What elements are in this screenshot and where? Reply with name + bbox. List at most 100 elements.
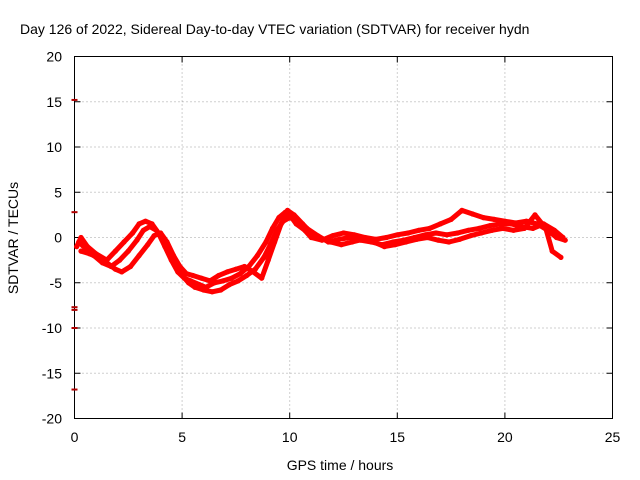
y-tick-label: 15 bbox=[46, 94, 62, 110]
data-point bbox=[229, 275, 235, 281]
data-point bbox=[127, 263, 134, 270]
y-tick-label: -10 bbox=[42, 320, 62, 336]
data-point bbox=[145, 242, 151, 248]
data-point bbox=[179, 272, 185, 279]
x-tick-label: 20 bbox=[497, 429, 513, 445]
data-point bbox=[330, 233, 336, 239]
y-tick-label: -20 bbox=[42, 411, 62, 427]
data-point bbox=[269, 225, 276, 231]
data-point bbox=[241, 263, 248, 270]
data-point bbox=[487, 223, 493, 229]
data-point bbox=[104, 260, 110, 266]
data-point bbox=[278, 221, 284, 227]
data-point bbox=[147, 224, 153, 230]
data-point bbox=[478, 230, 484, 236]
y-tick-label: 5 bbox=[54, 184, 62, 200]
data-point bbox=[437, 221, 443, 227]
data-point bbox=[455, 230, 461, 236]
data-point bbox=[476, 225, 482, 231]
data-point bbox=[119, 269, 125, 275]
data-point bbox=[465, 227, 471, 233]
data-point bbox=[216, 272, 222, 279]
data-point bbox=[140, 227, 146, 233]
data-point bbox=[510, 227, 517, 233]
data-point bbox=[328, 239, 334, 245]
data-point bbox=[521, 225, 527, 231]
data-point bbox=[549, 248, 555, 254]
data-point bbox=[394, 232, 400, 238]
data-point bbox=[183, 271, 189, 277]
data-point bbox=[198, 275, 205, 281]
data-point bbox=[87, 251, 93, 257]
y-tick-label: 0 bbox=[54, 230, 62, 246]
data-point bbox=[164, 239, 170, 245]
data-point bbox=[371, 239, 377, 245]
data-point bbox=[338, 242, 344, 248]
x-tick-label: 15 bbox=[390, 429, 406, 445]
data-point bbox=[498, 221, 504, 227]
data-point bbox=[112, 248, 118, 254]
data-point bbox=[134, 237, 140, 243]
data-point bbox=[287, 215, 293, 221]
data-point bbox=[491, 216, 497, 222]
x-tick-label: 0 bbox=[71, 429, 79, 445]
data-point bbox=[207, 278, 213, 284]
grid-lines bbox=[74, 56, 613, 419]
data-point bbox=[424, 234, 430, 241]
data-point bbox=[489, 227, 495, 233]
data-point bbox=[250, 269, 256, 275]
data-point bbox=[532, 212, 538, 218]
data-point bbox=[190, 272, 196, 279]
data-point bbox=[405, 230, 411, 236]
x-tick-label: 10 bbox=[282, 429, 298, 445]
y-tick-label: 10 bbox=[46, 139, 62, 155]
data-point bbox=[403, 239, 409, 245]
data-point bbox=[530, 225, 536, 231]
chart-title: Day 126 of 2022, Sidereal Day-to-day VTE… bbox=[20, 21, 529, 37]
data-point bbox=[383, 234, 390, 241]
data-point bbox=[508, 221, 514, 227]
data-point bbox=[125, 248, 131, 254]
data-point bbox=[336, 236, 342, 242]
data-point bbox=[244, 272, 250, 279]
series-line-track-1 bbox=[74, 207, 568, 290]
data-point bbox=[95, 254, 101, 260]
data-point bbox=[300, 221, 306, 227]
data-point bbox=[457, 236, 463, 242]
data-point bbox=[261, 254, 267, 260]
data-point bbox=[201, 287, 207, 293]
series-group bbox=[74, 207, 568, 295]
data-point bbox=[112, 266, 118, 272]
data-point bbox=[272, 239, 278, 245]
data-point bbox=[360, 236, 366, 242]
data-point bbox=[558, 254, 564, 260]
data-point bbox=[235, 278, 241, 284]
data-point bbox=[259, 275, 265, 281]
y-tick-label: 20 bbox=[46, 49, 62, 65]
x-tick-label: 25 bbox=[605, 429, 621, 445]
data-point bbox=[121, 239, 127, 245]
data-point bbox=[158, 230, 164, 236]
data-point bbox=[340, 230, 347, 236]
data-point bbox=[433, 230, 439, 236]
outlier-group bbox=[71, 98, 78, 391]
data-point bbox=[560, 234, 566, 241]
data-point bbox=[151, 233, 157, 239]
data-point bbox=[308, 230, 314, 236]
data-point bbox=[78, 234, 84, 241]
y-tick-label: -15 bbox=[42, 365, 62, 381]
data-point bbox=[291, 212, 297, 218]
data-point bbox=[448, 216, 454, 222]
data-point bbox=[237, 271, 243, 277]
data-point bbox=[470, 211, 476, 217]
data-point bbox=[226, 282, 232, 288]
data-point bbox=[218, 287, 224, 293]
data-point bbox=[136, 221, 142, 227]
y-tick-labels: -20 -15 -10 -5 0 5 10 15 20 bbox=[42, 49, 62, 427]
data-point bbox=[551, 227, 558, 233]
data-point bbox=[276, 215, 282, 221]
data-point bbox=[254, 253, 260, 259]
data-point bbox=[142, 218, 149, 224]
data-point bbox=[446, 239, 452, 245]
data-point bbox=[76, 239, 82, 245]
